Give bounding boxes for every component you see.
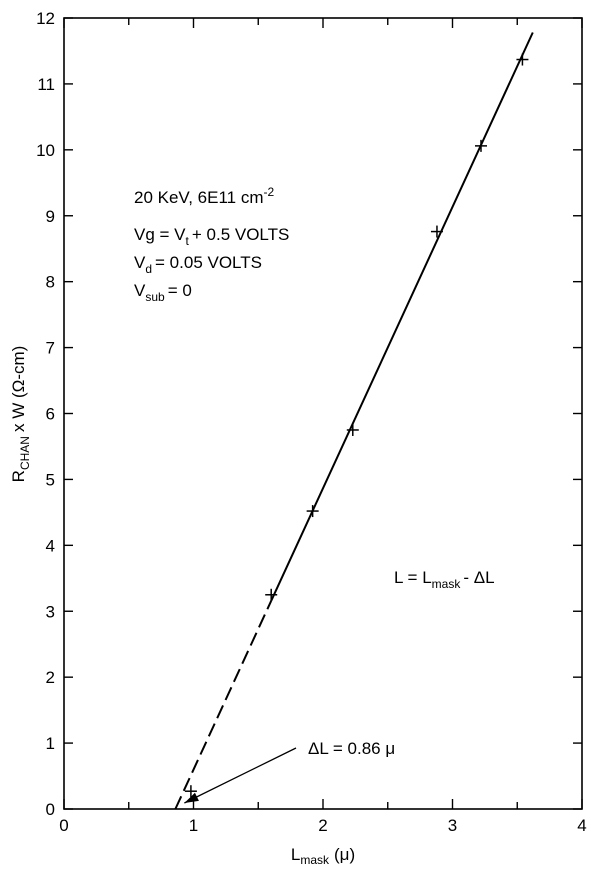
x-axis-title: Lmask (μ) bbox=[291, 845, 355, 867]
condition-energy-text: 20 KeV, 6E11 cm bbox=[134, 188, 263, 207]
delta-l-arrowhead bbox=[184, 792, 199, 803]
data-point bbox=[430, 225, 443, 238]
y-tick-label: 11 bbox=[37, 75, 55, 94]
data-point bbox=[265, 588, 278, 601]
y-tick-label: 12 bbox=[36, 9, 55, 28]
condition-vg-sub: t bbox=[186, 234, 190, 248]
relation-annotation: L = Lmask - ΔL bbox=[394, 568, 495, 591]
relation-sub: mask bbox=[432, 577, 462, 591]
condition-energy: 20 KeV, 6E11 cm-2 bbox=[134, 185, 274, 207]
data-points bbox=[184, 53, 529, 798]
axis-ticks bbox=[63, 17, 583, 810]
delta-l-label: ΔL = 0.86 μ bbox=[308, 739, 395, 758]
data-point bbox=[516, 53, 529, 66]
y-tick-label: 10 bbox=[36, 141, 55, 160]
plot-frame bbox=[63, 17, 583, 810]
y-tick-label: 8 bbox=[46, 273, 55, 292]
condition-vsub-sub: sub bbox=[145, 290, 165, 304]
x-tick-label: 2 bbox=[318, 816, 327, 835]
condition-vsub-b: = 0 bbox=[168, 281, 192, 300]
condition-vg-a: Vg = V bbox=[134, 225, 186, 244]
delta-l-leader-line bbox=[184, 747, 297, 804]
conditions-annotation: 20 KeV, 6E11 cm-2 Vg = Vt + 0.5 VOLTS Vd =… bbox=[134, 185, 289, 304]
y-tick-label: 6 bbox=[46, 405, 55, 424]
condition-energy-sup: -2 bbox=[263, 185, 274, 199]
condition-vsub: Vsub = 0 bbox=[134, 281, 192, 304]
fit-line bbox=[270, 32, 534, 602]
data-point bbox=[346, 423, 359, 436]
y-tick-label: 4 bbox=[46, 536, 55, 555]
condition-vd-b: = 0.05 VOLTS bbox=[155, 253, 262, 272]
y-tick-label: 1 bbox=[46, 734, 55, 753]
x-tick-label: 3 bbox=[448, 816, 457, 835]
data-point bbox=[184, 785, 197, 798]
y-tick-label: 3 bbox=[46, 602, 55, 621]
x-axis-title-unit: (μ) bbox=[334, 845, 355, 864]
y-tick-label: 0 bbox=[46, 800, 55, 819]
fit-line-extrapolated bbox=[174, 600, 273, 810]
x-tick-labels: 0 1 2 3 4 bbox=[59, 816, 586, 835]
condition-vd-sub: d bbox=[145, 262, 152, 276]
condition-vsub-a: V bbox=[134, 281, 146, 300]
relation-b: - ΔL bbox=[463, 568, 494, 587]
y-tick-label: 2 bbox=[46, 668, 55, 687]
x-tick-label: 4 bbox=[577, 816, 586, 835]
x-axis-title-sub: mask bbox=[300, 853, 330, 867]
y-tick-label: 9 bbox=[46, 207, 55, 226]
relation-a: L = L bbox=[394, 568, 432, 587]
condition-vg-b: + 0.5 VOLTS bbox=[192, 225, 289, 244]
data-point bbox=[306, 505, 319, 518]
y-axis-title-rest: x W (Ω-cm) bbox=[9, 346, 28, 432]
y-tick-label: 5 bbox=[46, 470, 55, 489]
x-tick-label: 0 bbox=[59, 816, 68, 835]
x-tick-label: 1 bbox=[189, 816, 198, 835]
y-axis-title-main: R bbox=[9, 470, 28, 482]
condition-vd: Vd = 0.05 VOLTS bbox=[134, 253, 262, 276]
y-axis-title: RCHAN x W (Ω-cm) bbox=[9, 346, 32, 483]
y-axis-title-sub: CHAN bbox=[18, 436, 32, 470]
y-tick-label: 7 bbox=[46, 339, 55, 358]
condition-vd-a: V bbox=[134, 253, 146, 272]
data-point bbox=[474, 139, 487, 152]
condition-vg: Vg = Vt + 0.5 VOLTS bbox=[134, 225, 289, 248]
x-axis-title-main: L bbox=[291, 845, 300, 864]
